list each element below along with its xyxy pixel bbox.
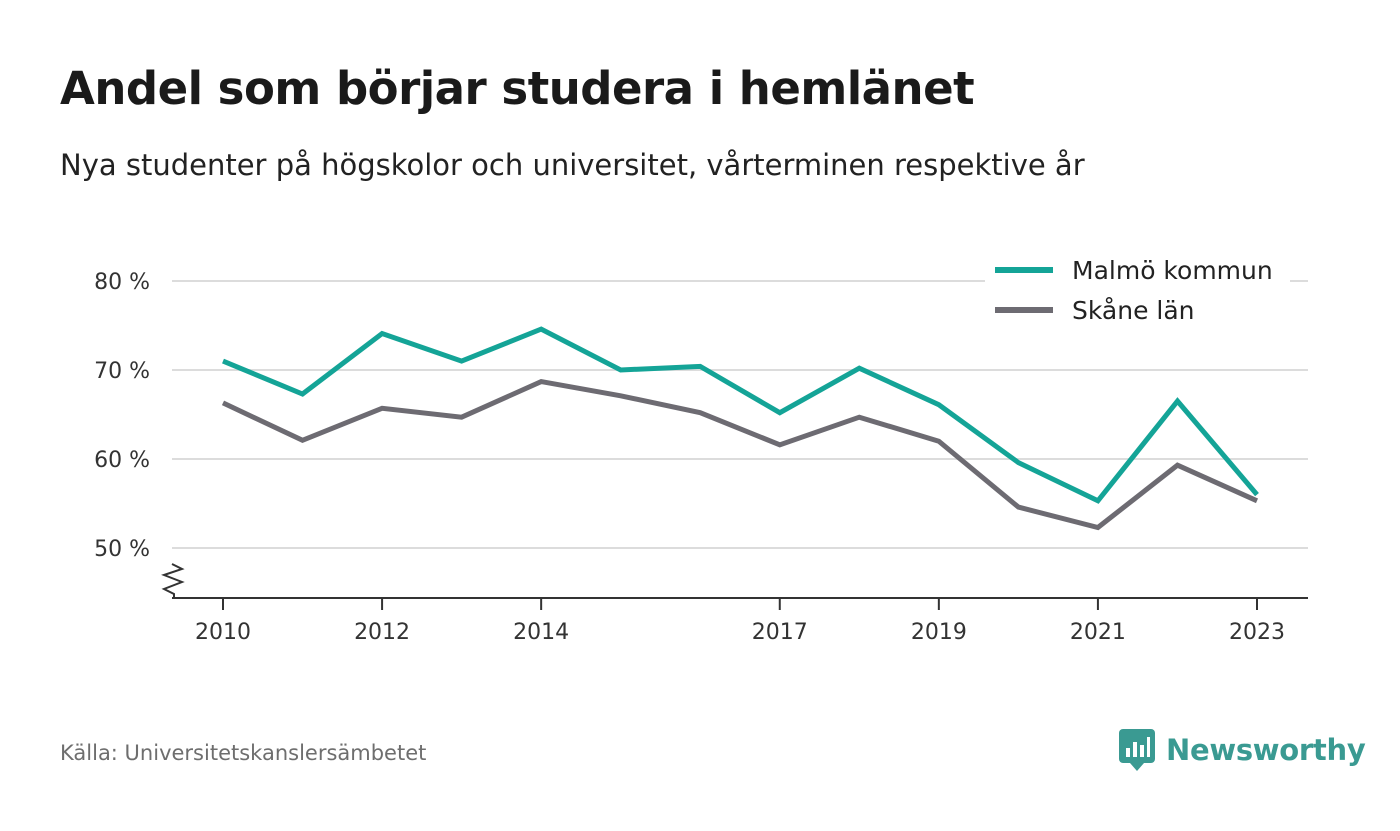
x-tick-label: 2014 xyxy=(513,620,569,645)
source-note: Källa: Universitetskanslersämbetet xyxy=(60,741,427,765)
series-lines xyxy=(221,326,1259,531)
series-line xyxy=(221,379,1259,531)
chart-subtitle: Nya studenter på högskolor och universit… xyxy=(60,148,1085,182)
y-tick-label: 70 % xyxy=(94,359,150,384)
brand-name: Newsworthy xyxy=(1166,733,1366,767)
line-chart: 50 % 60 % 70 % 80 % 2010 2012 2014 2017 2019 202… xyxy=(94,250,1308,645)
x-tick-label: 2019 xyxy=(911,620,967,645)
newsworthy-logo-icon xyxy=(1119,729,1155,771)
x-tick-label: 2010 xyxy=(195,620,251,645)
y-tick-label: 50 % xyxy=(94,537,150,562)
legend-background xyxy=(985,250,1290,332)
x-tick-label: 2021 xyxy=(1070,620,1126,645)
legend-label: Malmö kommun xyxy=(1072,256,1273,285)
x-tick-label: 2023 xyxy=(1229,620,1285,645)
legend-label: Skåne län xyxy=(1072,296,1195,325)
legend: Malmö kommun Skåne län xyxy=(985,250,1290,332)
chart-title: Andel som börjar studera i hemlänet xyxy=(60,62,975,115)
x-axis xyxy=(161,563,1308,599)
y-axis-ticks: 50 % 60 % 70 % 80 % xyxy=(94,270,150,562)
x-tick-label: 2012 xyxy=(354,620,410,645)
brand-logo[interactable]: Newsworthy xyxy=(1118,728,1366,772)
x-tick-label: 2017 xyxy=(752,620,808,645)
series-line xyxy=(222,326,1259,504)
x-axis-ticks: 2010 2012 2014 2017 2019 2021 2023 xyxy=(195,598,1285,645)
y-tick-label: 60 % xyxy=(94,448,150,473)
y-tick-label: 80 % xyxy=(94,270,150,295)
axis-break-mark xyxy=(161,563,185,598)
